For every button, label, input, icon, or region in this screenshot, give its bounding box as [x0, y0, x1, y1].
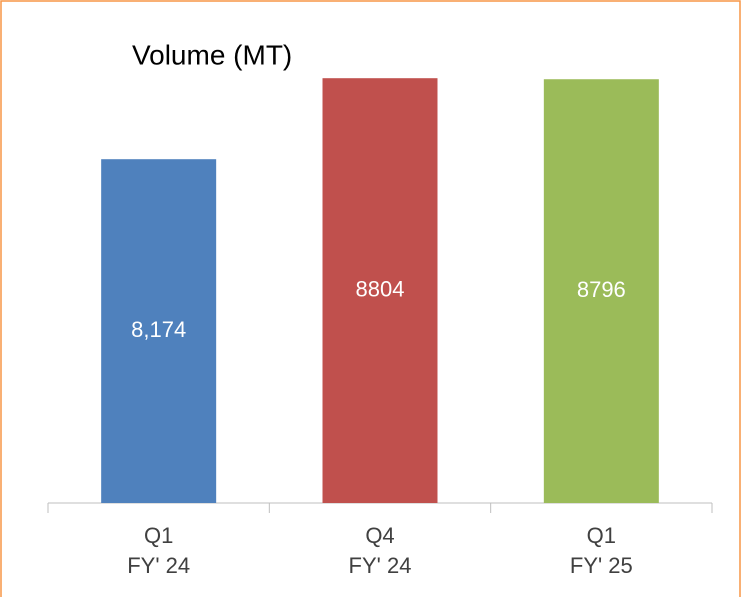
x-tick-label: Q1	[144, 523, 173, 548]
x-tick-label: Q1	[587, 523, 616, 548]
x-tick-label: Q4	[365, 523, 394, 548]
value-label: 8,174	[131, 317, 186, 342]
x-tick-label: FY' 24	[349, 553, 412, 578]
chart-title: Volume (MT)	[132, 39, 292, 70]
value-label: 8804	[356, 276, 405, 301]
bar	[543, 79, 659, 503]
x-tick-label: FY' 24	[127, 553, 190, 578]
x-tick-label: FY' 25	[570, 553, 633, 578]
value-label: 8796	[577, 277, 626, 302]
bar	[101, 159, 217, 503]
bar	[322, 78, 438, 503]
